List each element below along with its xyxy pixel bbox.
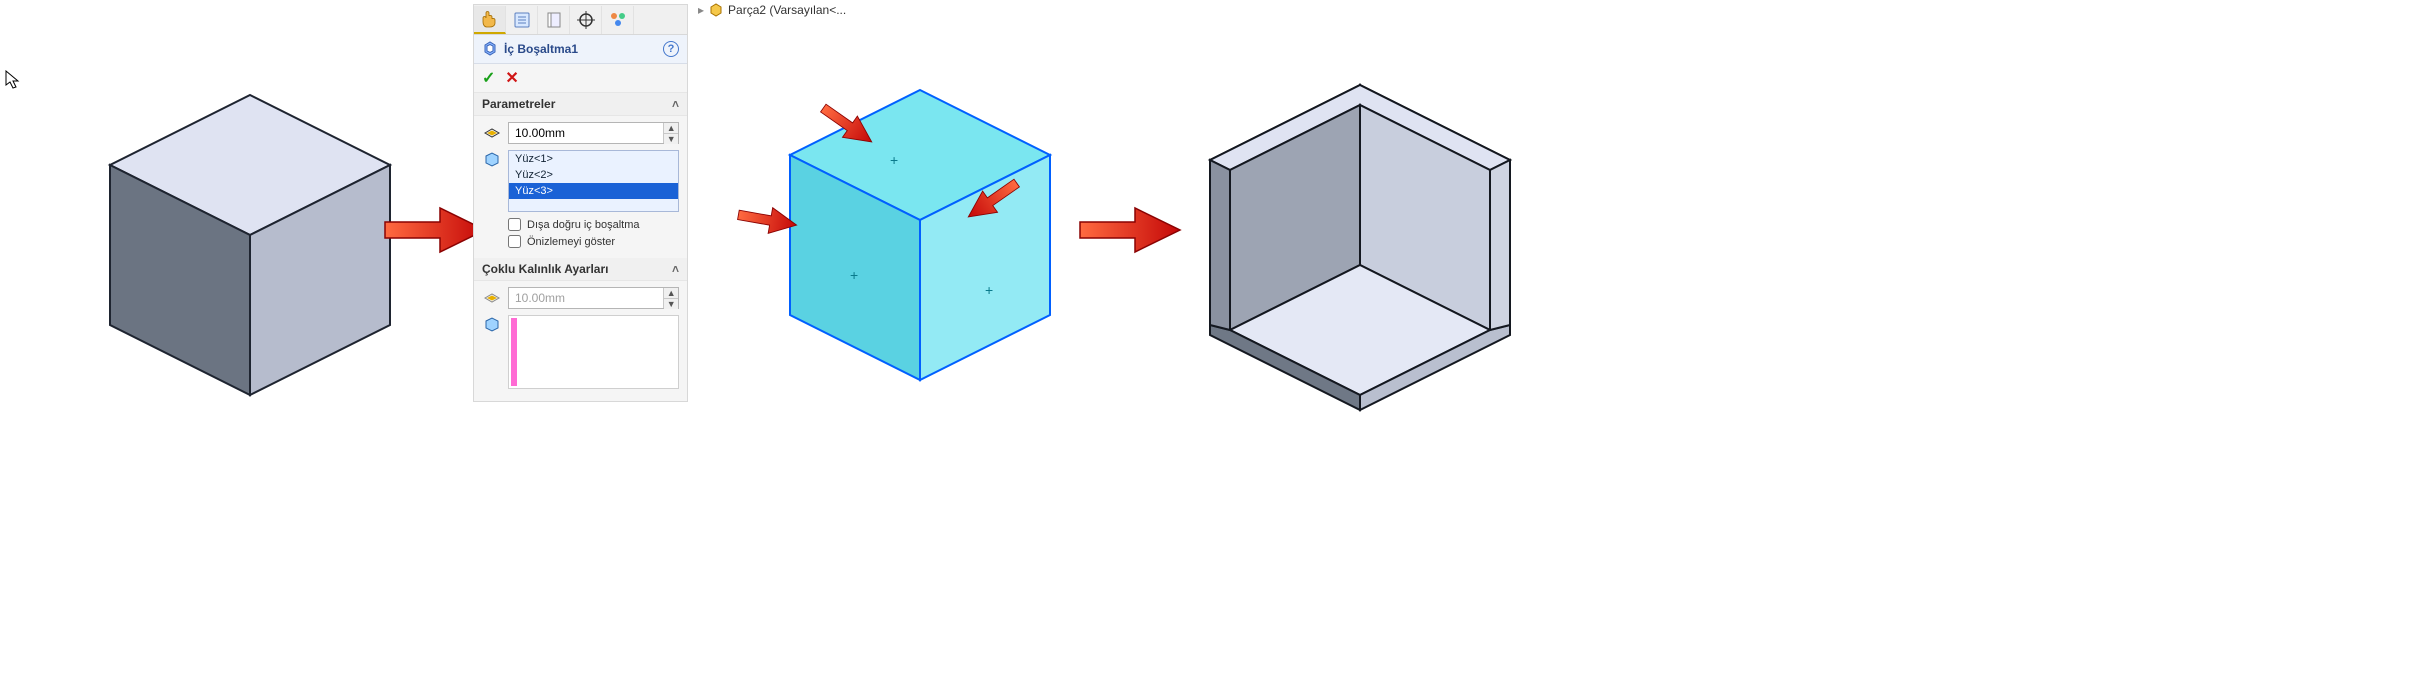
breadcrumb-caret-icon[interactable]: ▸ bbox=[698, 3, 704, 17]
multi-thickness-step-up[interactable]: ▲ bbox=[664, 288, 678, 299]
shell-outward-label: Dışa doğru iç boşaltma bbox=[527, 219, 640, 231]
property-panel: İç Boşaltma1 ? ✓ ✕ Parametreler ˄ ▲ ▼ bbox=[473, 4, 688, 402]
breadcrumb-part-name[interactable]: Parça2 (Varsayılan<... bbox=[728, 3, 846, 17]
section-coklu-head[interactable]: Çoklu Kalınlık Ayarları ˄ bbox=[474, 258, 687, 281]
solid-cube bbox=[90, 85, 410, 405]
chevron-up-icon: ˄ bbox=[672, 97, 679, 111]
thickness-step-up[interactable]: ▲ bbox=[664, 123, 678, 134]
feature-title-row: İç Boşaltma1 ? bbox=[474, 35, 687, 64]
multi-face-select-icon bbox=[482, 315, 502, 335]
multi-thickness-step-down[interactable]: ▼ bbox=[664, 299, 678, 309]
multi-thickness-spinner[interactable]: ▲ ▼ bbox=[508, 287, 679, 309]
shell-feature-icon bbox=[482, 41, 498, 57]
multi-thickness-icon bbox=[482, 288, 502, 308]
panel-tab-sheet[interactable] bbox=[538, 6, 570, 34]
panel-tab-palette[interactable] bbox=[602, 6, 634, 34]
thickness-step-down[interactable]: ▼ bbox=[664, 134, 678, 144]
panel-tab-target[interactable] bbox=[570, 6, 602, 34]
feature-title: İç Boşaltma1 bbox=[504, 42, 578, 56]
faces-listbox[interactable]: Yüz<1> Yüz<2> Yüz<3> bbox=[508, 150, 679, 212]
face-select-icon bbox=[482, 150, 502, 170]
section-coklu-body: ▲ ▼ bbox=[474, 281, 687, 401]
breadcrumb: ▸ Parça2 (Varsayılan<... bbox=[698, 2, 846, 18]
transition-arrow-2 bbox=[1070, 200, 1190, 260]
accept-button[interactable]: ✓ bbox=[482, 68, 495, 88]
panel-tab-strip bbox=[474, 5, 687, 35]
show-preview-label: Önizlemeyi göster bbox=[527, 236, 615, 248]
svg-text:+: + bbox=[890, 152, 898, 168]
help-icon[interactable]: ? bbox=[663, 41, 679, 57]
part-icon bbox=[708, 2, 724, 18]
shelled-cube bbox=[1190, 75, 1530, 415]
svg-text:+: + bbox=[850, 267, 858, 283]
list-item[interactable]: Yüz<2> bbox=[509, 167, 678, 183]
cancel-button[interactable]: ✕ bbox=[505, 68, 518, 88]
confirm-row: ✓ ✕ bbox=[474, 64, 687, 93]
thickness-icon bbox=[482, 123, 502, 143]
section-parametreler-title: Parametreler bbox=[482, 97, 555, 111]
thickness-spinner[interactable]: ▲ ▼ bbox=[508, 122, 679, 144]
multi-faces-listbox[interactable] bbox=[508, 315, 679, 389]
section-parametreler-body: ▲ ▼ Yüz<1> Yüz<2> Yüz<3> Dışa doğru iç b… bbox=[474, 116, 687, 258]
panel-tab-hand[interactable] bbox=[474, 6, 506, 34]
list-item[interactable]: Yüz<3> bbox=[509, 183, 678, 199]
section-parametreler-head[interactable]: Parametreler ˄ bbox=[474, 93, 687, 116]
thickness-input[interactable] bbox=[509, 123, 663, 143]
section-coklu-title: Çoklu Kalınlık Ayarları bbox=[482, 262, 609, 276]
shell-outward-checkbox[interactable] bbox=[508, 218, 521, 231]
show-preview-checkbox[interactable] bbox=[508, 235, 521, 248]
svg-text:+: + bbox=[985, 282, 993, 298]
multi-thickness-input bbox=[509, 288, 663, 308]
panel-tab-list[interactable] bbox=[506, 6, 538, 34]
mouse-cursor bbox=[5, 70, 21, 90]
chevron-up-icon: ˄ bbox=[672, 262, 679, 276]
list-item[interactable]: Yüz<1> bbox=[509, 151, 678, 167]
